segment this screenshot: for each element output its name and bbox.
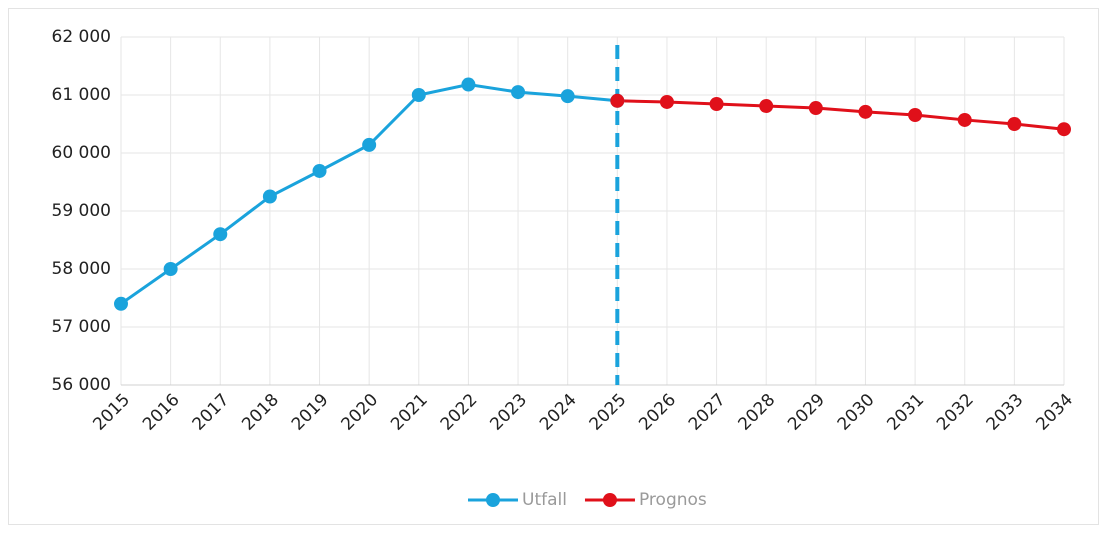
data-point xyxy=(808,101,823,116)
data-point xyxy=(610,93,625,108)
data-point xyxy=(709,96,724,111)
y-tick-label: 62 000 xyxy=(52,27,111,47)
y-tick-label: 58 000 xyxy=(52,259,111,279)
data-point xyxy=(114,296,128,311)
data-point xyxy=(411,88,426,102)
data-point xyxy=(163,262,178,276)
legend-label: Prognos xyxy=(639,490,707,510)
data-point xyxy=(312,163,327,178)
data-point xyxy=(511,85,526,100)
data-point xyxy=(1007,117,1022,131)
data-point xyxy=(1057,122,1071,137)
y-tick-label: 56 000 xyxy=(52,375,111,395)
data-point xyxy=(659,94,674,109)
data-point xyxy=(957,112,972,127)
data-point xyxy=(213,227,228,242)
data-point xyxy=(858,104,873,119)
data-point xyxy=(560,89,575,104)
series-line xyxy=(617,99,1065,131)
data-point xyxy=(362,137,377,152)
legend-marker xyxy=(486,493,500,507)
data-point xyxy=(461,77,476,92)
data-point xyxy=(759,99,774,114)
y-tick-label: 61 000 xyxy=(52,85,111,105)
data-point xyxy=(262,189,277,204)
legend-marker xyxy=(602,493,617,507)
y-tick-label: 57 000 xyxy=(52,317,111,337)
y-tick-label: 59 000 xyxy=(52,201,111,221)
data-point xyxy=(908,108,923,123)
legend-label: Utfall xyxy=(522,490,567,510)
y-tick-label: 60 000 xyxy=(52,143,111,163)
